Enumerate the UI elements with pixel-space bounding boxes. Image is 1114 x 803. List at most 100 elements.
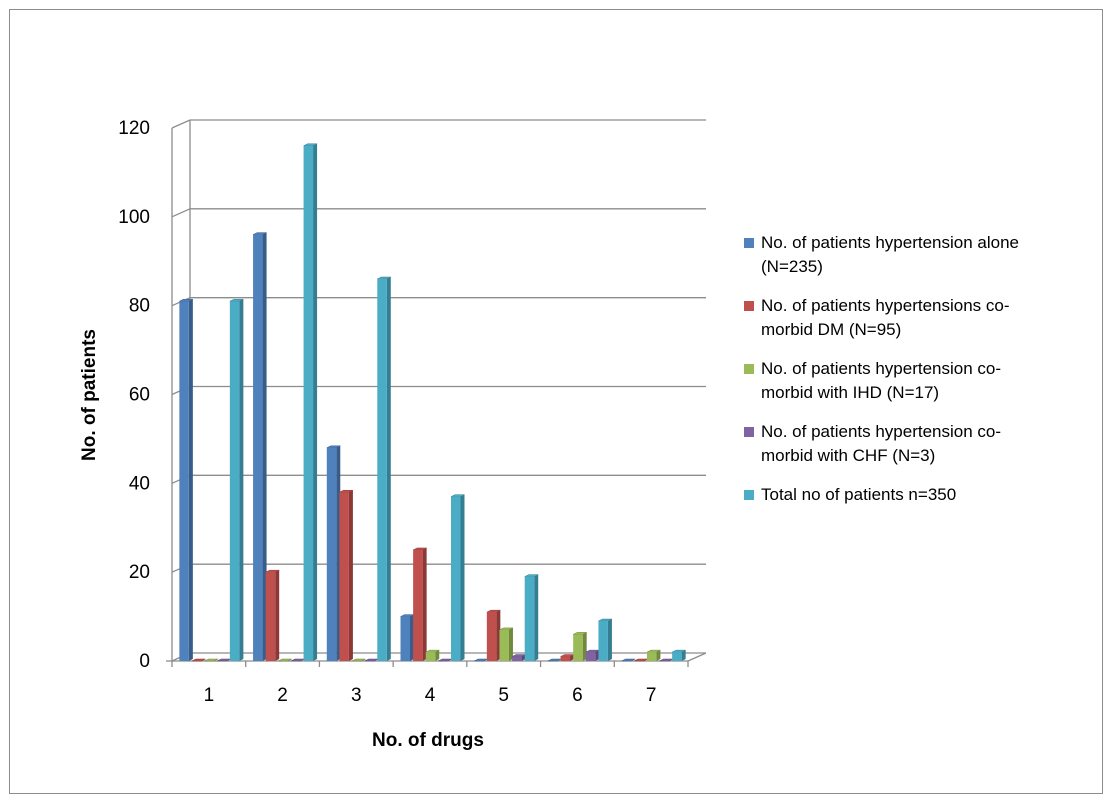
bar-top <box>621 658 636 662</box>
legend-swatch <box>744 490 754 500</box>
bar <box>672 649 686 661</box>
bar-front <box>179 301 189 661</box>
x-tick-label: 7 <box>646 685 657 706</box>
legend-item: Total no of patients n=350 <box>744 485 956 504</box>
legend-item: No. of patients hypertension co-morbid w… <box>744 359 1001 402</box>
legend-label: No. of patients hypertension alone <box>761 233 1019 252</box>
bar-side <box>386 277 391 661</box>
x-axis-title: No. of drugs <box>372 730 484 751</box>
floor-edge <box>687 652 707 662</box>
bar <box>646 649 661 661</box>
x-tick-label: 4 <box>425 685 436 706</box>
gridline-wall-edge <box>171 119 191 129</box>
y-tick-label: 20 <box>129 562 150 583</box>
bar-side <box>460 494 465 661</box>
bar-front <box>512 656 522 661</box>
bar-front <box>413 549 423 661</box>
bar-front <box>598 621 608 661</box>
bar-side <box>313 143 318 661</box>
legend-swatch <box>744 238 754 248</box>
bar-side <box>496 610 501 661</box>
bar-side <box>681 650 686 661</box>
bar <box>573 632 587 661</box>
bar-front <box>672 652 682 661</box>
bar-side <box>656 650 661 661</box>
bar <box>486 609 501 661</box>
legend-item: No. of patients hypertensions co-morbid … <box>744 296 1010 339</box>
x-tick-label: 1 <box>204 685 215 706</box>
bar-front <box>486 612 497 661</box>
legend-item: No. of patients hypertension alone (N=235… <box>744 233 1019 276</box>
bar-side <box>348 490 353 661</box>
bar <box>191 658 206 662</box>
x-tick-label: 6 <box>572 685 583 706</box>
bar-top <box>351 658 366 662</box>
bars <box>179 143 686 662</box>
legend-swatch <box>744 364 754 374</box>
y-tick-labels: 0 20 40 60 80 100 120 <box>118 118 150 672</box>
bar-front <box>265 572 276 661</box>
legend-label: morbid with IHD (N=17) <box>761 383 939 402</box>
x-tick-label: 2 <box>277 685 288 706</box>
bar-front <box>524 576 535 661</box>
bar-front <box>400 616 410 661</box>
bar <box>511 654 526 661</box>
bar-side <box>422 547 427 661</box>
bar <box>413 547 427 661</box>
bar-side <box>595 650 600 661</box>
legend-swatch <box>744 427 754 437</box>
bar-side <box>188 299 193 661</box>
y-axis-title: No. of patients <box>79 329 100 461</box>
y-tick-label: 120 <box>118 118 150 139</box>
legend-label: morbid DM (N=95) <box>761 320 901 339</box>
y-tick-label: 80 <box>129 296 150 317</box>
legend-label: Total no of patients n=350 <box>761 485 956 504</box>
x-tick-label: 5 <box>498 685 509 706</box>
bar <box>377 276 391 661</box>
y-tick-label: 60 <box>129 385 150 406</box>
legend-label: No. of patients hypertension co- <box>761 422 1001 441</box>
bar <box>400 614 415 661</box>
bar-top <box>191 658 206 662</box>
bar <box>621 658 636 662</box>
legend: No. of patients hypertension alone (N=235… <box>744 233 1019 504</box>
bar <box>560 654 575 661</box>
y-tick-label: 100 <box>118 207 150 228</box>
bar <box>278 658 292 662</box>
x-tick-label: 3 <box>351 685 362 706</box>
legend-label: No. of patients hypertension co- <box>761 359 1001 378</box>
bar-side <box>262 232 267 661</box>
bar-front <box>303 145 314 661</box>
bar <box>450 494 465 661</box>
bar-front <box>377 279 387 661</box>
axes <box>166 120 707 667</box>
bar <box>303 143 318 661</box>
gridline-wall-edge <box>171 208 191 218</box>
bar-side <box>410 614 414 661</box>
bar-side <box>435 650 440 661</box>
bar <box>204 658 219 662</box>
bar <box>425 649 440 661</box>
legend-label: (N=235) <box>761 257 823 276</box>
bar <box>326 445 341 661</box>
bar-top <box>278 658 292 662</box>
legend-label: morbid with CHF (N=3) <box>761 446 935 465</box>
bar <box>265 569 280 661</box>
bar-top <box>204 658 219 662</box>
bar <box>339 489 354 661</box>
legend-item: No. of patients hypertension co-morbid w… <box>744 422 1001 465</box>
x-tick-labels: 1 2 3 4 5 6 7 <box>204 685 657 706</box>
bar-front <box>646 652 657 661</box>
y-tick-label: 0 <box>139 651 150 672</box>
bar-side <box>508 627 513 661</box>
bar-front <box>229 301 240 661</box>
bar-side <box>239 299 244 661</box>
bar-side <box>582 632 587 661</box>
bar <box>351 658 366 662</box>
bar-front <box>253 234 263 661</box>
bar <box>179 298 193 661</box>
bar-side <box>607 619 612 661</box>
bar-front <box>560 656 571 661</box>
bar-front <box>585 652 596 661</box>
